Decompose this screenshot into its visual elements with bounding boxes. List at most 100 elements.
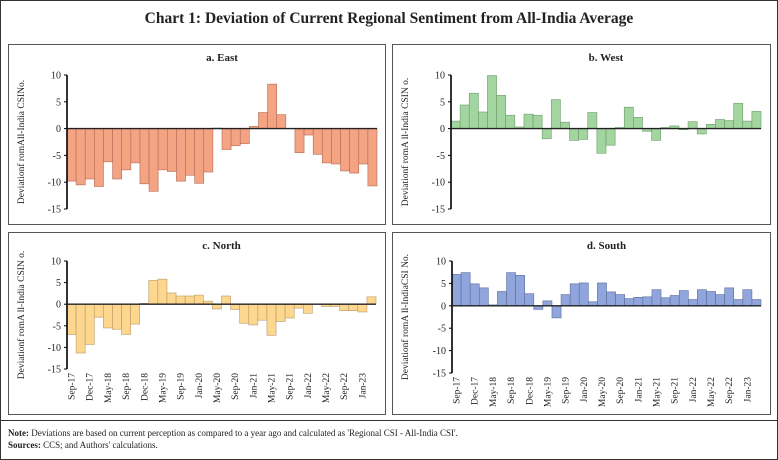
bar-Sep-17 — [451, 274, 462, 307]
y-tick-label: 5 — [56, 97, 61, 108]
bar-Jul-19 — [166, 292, 177, 305]
bar-Mar-23 — [367, 128, 378, 187]
y-tick-label: 10 — [51, 257, 61, 268]
bar-Nov-17 — [459, 104, 470, 129]
bar-Nov-19 — [569, 283, 580, 307]
bar-May-19 — [542, 300, 553, 307]
bar-Jan-22 — [687, 299, 698, 307]
x-tick-label: Jan-21 — [634, 377, 644, 403]
y-axis-label: Deviationf romA ll-IndiaCSI No. — [400, 254, 411, 380]
bar-Sep-19 — [560, 294, 571, 307]
bar-Mar-23 — [366, 296, 377, 305]
bar-Sep-22 — [339, 303, 350, 311]
bar-Jun-18 — [112, 128, 123, 180]
bar-Dec-18 — [139, 128, 150, 185]
x-tick-label: Dec-17 — [86, 373, 96, 401]
bar-Mar-23 — [751, 299, 762, 307]
bar-Jun-18 — [497, 291, 507, 307]
bar-Mar-21 — [258, 112, 268, 129]
sources-label: Sources: — [8, 440, 41, 450]
bar-Dec-17 — [469, 283, 480, 307]
x-tick-label: Sep-17 — [453, 377, 463, 404]
bar-Jul-20 — [606, 291, 616, 307]
bar-Sep-18 — [121, 128, 132, 171]
note-label: Note: — [8, 428, 29, 438]
panel-north: c. North Deviationf romA ll-India CSIN o.… — [8, 232, 386, 415]
bar-Sep-17 — [66, 303, 77, 335]
x-tick-label: Sep-18 — [122, 373, 132, 400]
bar-Nov-18 — [130, 303, 141, 325]
bar-Mar-18 — [478, 111, 488, 129]
bar-Mar-18 — [478, 287, 489, 307]
bar-Mar-18 — [94, 128, 104, 187]
note-text: Deviations are based on current percepti… — [31, 428, 458, 438]
x-tick-label: Dec-17 — [471, 377, 481, 405]
bar-Jan-20 — [193, 294, 204, 305]
x-tick-label: Dec-18 — [140, 373, 150, 401]
bar-Mar-22 — [697, 289, 707, 307]
bar-Jul-21 — [276, 114, 287, 129]
bar-Sep-18 — [505, 114, 516, 129]
bar-Sep-20 — [230, 128, 241, 147]
bar-Jul-21 — [275, 303, 286, 322]
bar-Jul-21 — [660, 297, 671, 307]
x-tick-label: Sep-18 — [507, 377, 517, 404]
bar-Sep-19 — [560, 121, 570, 129]
bar-Sep-20 — [230, 303, 240, 310]
x-tick-label: Sep-20 — [616, 377, 626, 404]
bar-Mar-22 — [696, 128, 707, 135]
bar-May-19 — [157, 278, 168, 305]
bar-Mar-20 — [203, 128, 214, 173]
y-tick-label: 10 — [51, 71, 61, 82]
bar-Nov-22 — [349, 128, 360, 174]
y-tick-label: 0 — [56, 300, 61, 311]
bar-Sep-17 — [66, 128, 77, 182]
x-tick-label: Jan-23 — [743, 377, 753, 403]
bar-May-18 — [103, 128, 113, 163]
bar-Nov-19 — [184, 295, 195, 305]
bar-May-20 — [597, 282, 607, 307]
bar-Mar-21 — [257, 303, 268, 321]
bar-Sep-18 — [121, 303, 131, 335]
y-tick-label: 0 — [441, 301, 446, 312]
panel-title: a. East — [206, 52, 238, 64]
x-tick-label: May-21 — [267, 373, 277, 403]
bar-Jul-19 — [550, 99, 561, 129]
x-tick-label: May-19 — [543, 377, 553, 407]
bar-Nov-17 — [75, 128, 86, 186]
y-tick-label: -10 — [48, 343, 61, 354]
y-tick-label: -5 — [53, 321, 61, 332]
bar-May-20 — [212, 303, 222, 310]
sources-text: CCS; and Authors' calculations. — [43, 440, 158, 450]
bar-Dec-18 — [524, 293, 535, 307]
bar-Jan-23 — [358, 128, 369, 165]
bar-Jan-23 — [742, 120, 753, 129]
bar-Dec-17 — [84, 128, 95, 180]
x-tick-label: May-22 — [707, 377, 717, 407]
x-tick-label: Jan-23 — [358, 373, 368, 399]
y-tick-label: 10 — [435, 71, 445, 82]
y-tick-label: 5 — [440, 97, 445, 108]
y-tick-label: -15 — [432, 205, 445, 216]
y-tick-label: 10 — [436, 257, 446, 268]
panel-west: b. West Deviationf romA ll-India CSIN o. 1… — [392, 44, 771, 225]
bar-Jul-20 — [221, 295, 231, 305]
figure-title: Chart 1: Deviation of Current Regional S… — [145, 10, 634, 27]
bar-Jul-19 — [551, 305, 562, 319]
y-tick-label: -5 — [438, 324, 446, 335]
x-tick-label: May-18 — [104, 373, 114, 403]
bar-Jan-23 — [742, 289, 753, 307]
x-tick-label: Jan-22 — [304, 373, 314, 399]
bar-May-21 — [266, 303, 277, 336]
x-tick-label: May-20 — [598, 377, 608, 407]
x-tick-label: May-19 — [158, 373, 168, 403]
bar-Jan-20 — [578, 282, 589, 307]
y-axis-label: Deviationf romAll-India CSINo. — [16, 80, 27, 204]
bar-Jul-22 — [715, 294, 725, 307]
bar-Nov-17 — [75, 303, 86, 354]
bar-Nov-19 — [185, 128, 195, 176]
bar-Jan-22 — [302, 303, 313, 314]
bar-Mar-19 — [532, 114, 543, 129]
bar-Sep-21 — [284, 303, 295, 319]
bar-Mar-20 — [587, 112, 598, 129]
